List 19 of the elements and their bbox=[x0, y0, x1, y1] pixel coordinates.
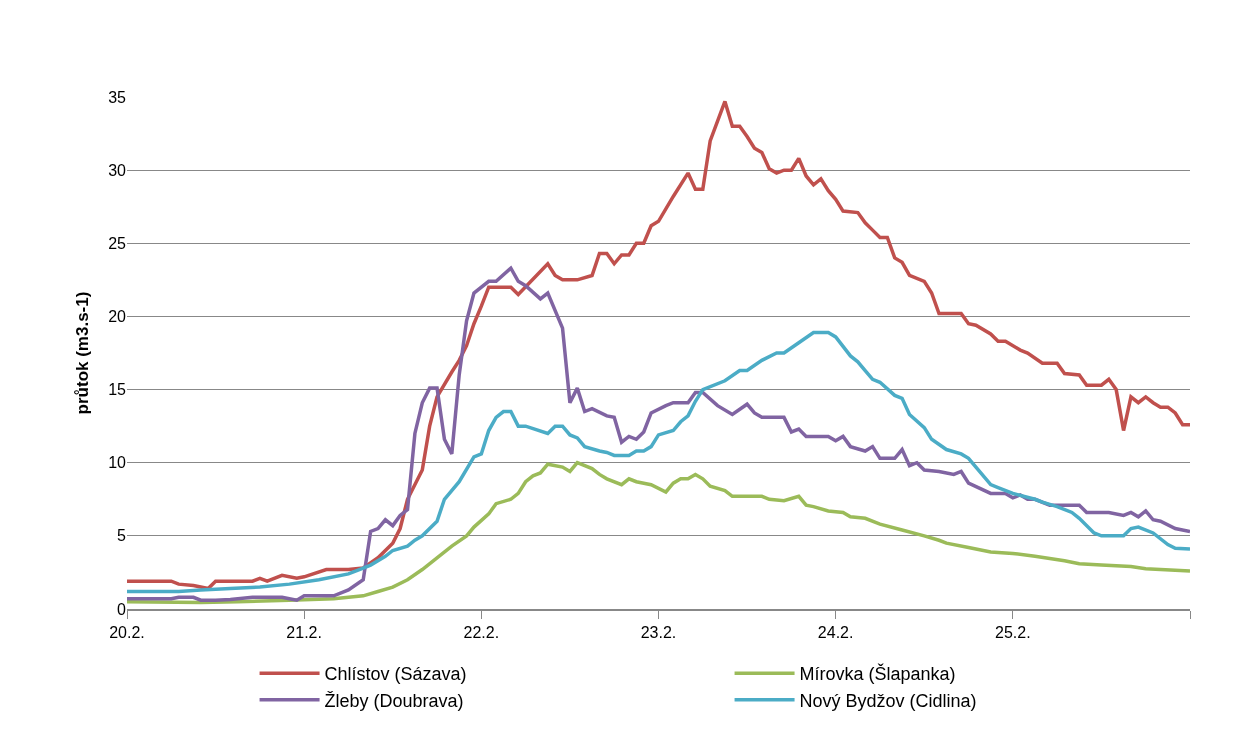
y-tick-label: 10 bbox=[108, 454, 127, 472]
x-tick-label: 24.2. bbox=[817, 623, 854, 641]
legend-label: Chlístov (Sázava) bbox=[324, 664, 467, 685]
legend-label: Mírovka (Šlapanka) bbox=[799, 663, 956, 685]
legend-label: Žleby (Doubrava) bbox=[324, 690, 464, 711]
y-axis-title: průtok (m3.s-1) bbox=[72, 291, 92, 415]
x-tick-label: 21.2. bbox=[286, 623, 322, 641]
x-tick-label: 20.2. bbox=[109, 623, 145, 641]
y-tick-label: 30 bbox=[108, 161, 127, 179]
x-tick-label: 22.2. bbox=[463, 623, 500, 641]
y-tick-label: 5 bbox=[117, 527, 127, 545]
y-tick-label: 0 bbox=[117, 600, 127, 618]
y-tick-label: 25 bbox=[108, 234, 127, 252]
legend-label: Nový Bydžov (Cidlina) bbox=[799, 690, 977, 711]
y-tick-label: 20 bbox=[108, 308, 127, 326]
x-tick-label: 25.2. bbox=[995, 623, 1031, 641]
x-tick-label: 23.2. bbox=[640, 623, 677, 641]
y-tick-label: 15 bbox=[108, 381, 127, 399]
y-tick-label: 35 bbox=[108, 88, 127, 106]
